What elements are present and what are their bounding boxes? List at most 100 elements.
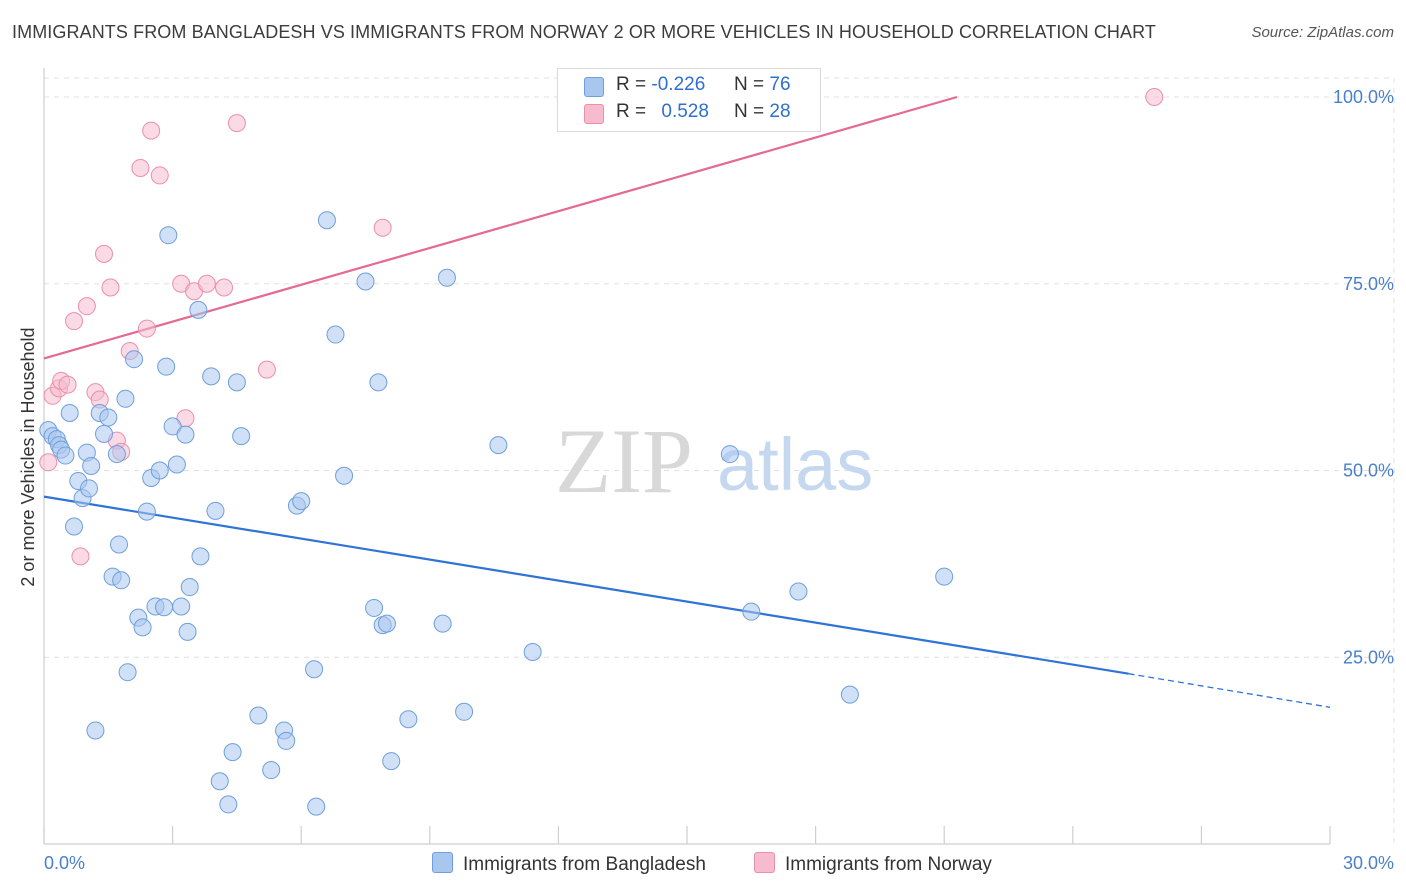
legend-n-bangladesh: N = 76 [734,74,791,95]
point-bangladesh-37 [178,622,197,641]
point-bangladesh-42 [206,501,225,520]
point-norway-26 [373,218,392,237]
legend-swatch-norway [584,104,604,124]
point-bangladesh-51 [277,731,296,750]
point-norway-6 [71,547,90,566]
point-bangladesh-33 [163,417,182,436]
point-norway-5 [65,312,84,331]
point-bangladesh-25 [133,618,152,637]
point-bangladesh-57 [326,325,345,344]
legend-r-norway: R = 0.528 [616,101,709,122]
point-bangladesh-22 [118,663,137,682]
point-bangladesh-74 [840,685,859,704]
point-norway-0 [39,453,58,472]
point-bangladesh-55 [307,797,326,816]
point-bangladesh-29 [150,461,169,480]
point-bangladesh-48 [249,706,268,725]
point-bangladesh-63 [377,614,396,633]
point-bangladesh-47 [232,427,251,446]
x-tick-label-1: 30.0% [1343,853,1394,873]
bottom-legend-norway: Immigrants from Norway [754,852,992,876]
legend-n-norway: N = 28 [734,101,791,122]
chart-title: IMMIGRANTS FROM BANGLADESH VS IMMIGRANTS… [12,22,1156,42]
y-tick-label-1: 75.0% [1343,274,1394,294]
point-norway-25 [257,360,276,379]
point-norway-16 [137,319,156,338]
point-norway-10 [95,244,114,263]
point-norway-27 [1145,88,1164,106]
watermark-atlas: atlas [717,423,873,506]
point-bangladesh-58 [335,466,354,485]
point-bangladesh-44 [219,795,238,814]
point-bangladesh-64 [382,752,401,771]
point-norway-4 [58,375,77,394]
point-bangladesh-36 [176,425,195,444]
trend-line-norway [43,95,958,360]
x-tick-label-0: 0.0% [44,853,85,873]
point-bangladesh-61 [369,373,388,392]
point-bangladesh-15 [95,424,114,443]
tick-labels: 100.0% 75.0% 50.0% 25.0% 0.0% 30.0% [44,87,1394,873]
point-bangladesh-18 [107,445,126,464]
watermark: ZIP atlas [555,410,873,512]
trend-line-bangladesh [43,495,1129,675]
y-tick-label-3: 25.0% [1343,647,1394,667]
point-bangladesh-23 [125,350,144,369]
point-norway-7 [77,297,96,316]
point-bangladesh-11 [80,479,99,498]
point-bangladesh-21 [116,389,135,408]
point-norway-15 [131,158,150,177]
point-norway-23 [215,278,234,297]
trend-lines [43,95,1331,708]
point-bangladesh-12 [82,457,101,476]
point-bangladesh-49 [262,761,281,780]
legend-r-bangladesh: R = -0.226 [616,74,706,95]
point-bangladesh-20 [112,571,131,590]
point-bangladesh-6 [60,403,79,422]
point-bangladesh-68 [455,702,474,721]
point-norway-24 [227,114,246,133]
legend-swatch-bangladesh [584,77,604,97]
point-bangladesh-30 [155,598,174,617]
bottom-legend-label-norway: Immigrants from Norway [785,854,992,875]
point-bangladesh-41 [202,367,221,386]
point-bangladesh-7 [65,517,84,536]
point-bangladesh-38 [180,578,199,597]
point-bangladesh-45 [223,743,242,762]
point-bangladesh-72 [742,602,761,621]
point-bangladesh-71 [720,445,739,464]
point-bangladesh-73 [789,582,808,601]
y-axis-label: 2 or more Vehicles in Household [18,327,38,586]
point-bangladesh-75 [935,567,954,586]
point-bangladesh-46 [227,373,246,392]
point-bangladesh-69 [489,436,508,455]
point-norway-17 [142,121,161,140]
point-bangladesh-65 [399,710,418,729]
data-points [39,88,1164,816]
point-bangladesh-60 [365,598,384,617]
trend-line-bangladesh-extension [1128,673,1331,708]
point-bangladesh-67 [437,268,456,287]
point-bangladesh-43 [210,772,229,791]
point-bangladesh-39 [189,300,208,319]
point-norway-11 [101,278,120,297]
point-norway-18 [150,166,169,185]
point-bangladesh-31 [157,357,176,376]
point-bangladesh-70 [523,643,542,662]
point-bangladesh-34 [167,455,186,474]
point-bangladesh-66 [433,614,452,633]
point-bangladesh-26 [137,502,156,521]
bottom-legend-label-bangladesh: Immigrants from Bangladesh [463,854,706,875]
source-label: Source: ZipAtlas.com [1251,24,1394,41]
bottom-legend-swatch-bangladesh [432,852,453,873]
watermark-zip: ZIP [555,410,693,512]
legend: R = -0.226 N = 76 R = 0.528 N = 28 [557,68,821,132]
point-bangladesh-53 [292,492,311,511]
point-bangladesh-32 [159,226,178,245]
bottom-legend-swatch-norway [754,852,775,873]
point-bangladesh-19 [110,535,129,554]
point-bangladesh-13 [86,721,105,740]
point-bangladesh-40 [191,547,210,566]
point-bangladesh-16 [99,408,118,427]
